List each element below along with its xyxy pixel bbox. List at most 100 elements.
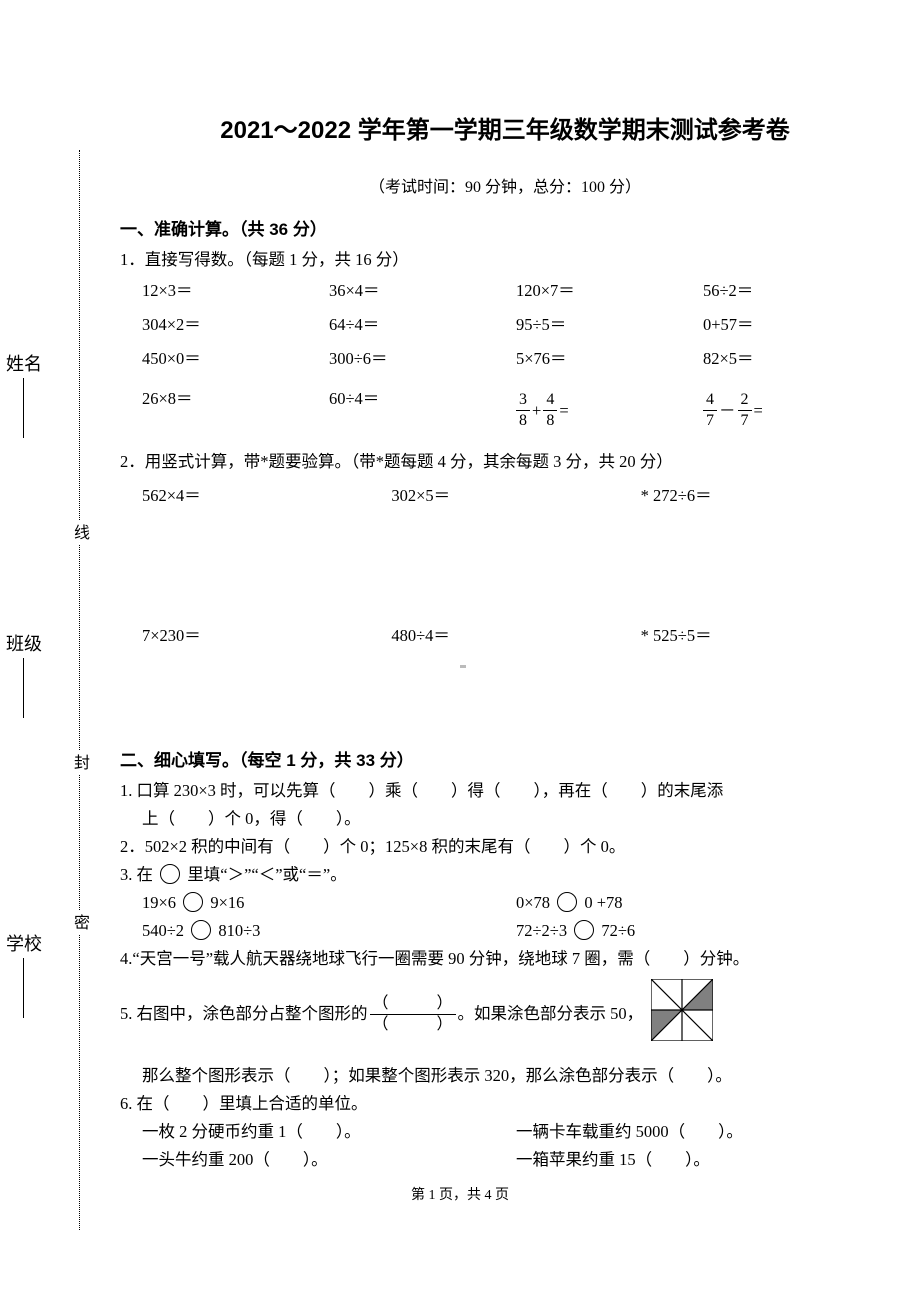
pair: 72÷2÷3 72÷6 [516,917,890,945]
q1-row3: 450×0＝ 300÷6＝ 5×76＝ 82×5＝ [120,342,890,376]
label-text: 姓名 [4,350,44,376]
cell-frac: 38 + 48 = [516,376,703,434]
side-label-class: 班级 [4,630,44,723]
text: 540÷2 [142,921,184,940]
cell: 一辆卡车载重约 5000（ ）。 [516,1118,890,1146]
square-diagonals-icon [651,979,713,1041]
text: 72÷2÷3 [516,921,567,940]
cell: 26×8＝ [142,376,329,434]
cell: * 525÷5＝ [641,622,890,646]
frac-num: （ ） [370,996,456,1015]
underline [23,378,25,438]
content-area: 2021～2022 学年第一学期三年级数学期末测试参考卷 （考试时间：90 分钟… [120,110,890,1174]
q1-row2: 304×2＝ 64÷4＝ 95÷5＝ 0+57＝ [120,308,890,342]
text: 。如果涂色部分表示 50， [458,1000,644,1028]
q1-row4: 26×8＝ 60÷4＝ 38 + 48 = 47 － 27 = [120,376,890,434]
cell: 95÷5＝ [516,308,703,342]
frac-den: 7 [703,411,717,429]
q1-stem: 1．直接写得数。（每题 1 分，共 16 分） [120,246,890,274]
circle-icon [160,864,180,884]
s2-q3-row2: 540÷2 810÷3 72÷2÷3 72÷6 [120,917,890,945]
cell: 7×230＝ [142,622,391,646]
frac-den: 8 [543,411,557,429]
cell: 450×0＝ [142,342,329,376]
cell: * 272÷6＝ [641,482,890,506]
s2-q4: 4.“天宫一号”载人航天器绕地球飞行一圈需要 90 分钟，绕地球 7 圈，需（ … [120,945,890,973]
cell: 一箱苹果约重 15（ ）。 [516,1146,890,1174]
pair: 540÷2 810÷3 [142,917,516,945]
text: 9×16 [210,893,244,912]
watermark-dot [460,665,466,668]
s2-q6: 6. 在（ ）里填上合适的单位。 [120,1090,890,1118]
circle-blank [557,892,577,912]
binding-label-secret: 密 [67,910,91,934]
section-2-head: 二、细心填写。（每空 1 分，共 33 分） [120,746,890,771]
circle-blank [191,920,211,940]
q1-row1: 12×3＝ 36×4＝ 120×7＝ 56÷2＝ [120,274,890,308]
eq: = [559,388,568,434]
s2-q6-row2: 一头牛约重 200（ ）。 一箱苹果约重 15（ ）。 [120,1146,890,1174]
text: 3. 在 [120,865,153,884]
op: － [719,388,736,434]
cell: 5×76＝ [516,342,703,376]
cell: 82×5＝ [703,342,890,376]
text: 0×78 [516,893,550,912]
frac-num: 4 [703,392,717,411]
cell: 0+57＝ [703,308,890,342]
frac-num: 3 [516,392,530,411]
s2-q5c: 那么整个图形表示（ ）；如果整个图形表示 320，那么涂色部分表示（ ）。 [120,1062,890,1090]
binding-strip: 线 封 密 [48,150,110,1230]
s2-q2: 2．502×2 积的中间有（ ）个 0；125×8 积的末尾有（ ）个 0。 [120,833,890,861]
text: 72÷6 [601,921,635,940]
s2-q6-row1: 一枚 2 分硬币约重 1（ ）。 一辆卡车载重约 5000（ ）。 [120,1118,890,1146]
eq: = [754,388,763,434]
binding-label-line: 线 [67,520,91,544]
text: 里填“＞”“＜”或“＝”。 [187,865,346,884]
binding-label-seal: 封 [67,750,91,774]
cell: 36×4＝ [329,274,516,308]
circle-blank [183,892,203,912]
q5-figure [651,979,713,1050]
s2-q3: 3. 在 里填“＞”“＜”或“＝”。 [120,861,890,889]
s2-q5-line1: 5. 右图中，涂色部分占整个图形的 （ ） （ ） 。如果涂色部分表示 50， [120,979,890,1050]
side-label-school: 学校 [4,930,44,1023]
cell: 一头牛约重 200（ ）。 [142,1146,516,1174]
cell: 56÷2＝ [703,274,890,308]
q2-stem: 2．用竖式计算，带*题要验算。（带*题每题 4 分，其余每题 3 分，共 20 … [120,448,890,476]
cell: 120×7＝ [516,274,703,308]
cell: 562×4＝ [142,482,391,506]
cell: 12×3＝ [142,274,329,308]
cell: 302×5＝ [391,482,640,506]
pair: 19×6 9×16 [142,889,516,917]
op: + [532,388,541,434]
frac-num: 2 [738,392,752,411]
frac-num: 4 [543,392,557,411]
page: 姓名 班级 学校 线 封 密 2021～2022 学年第一学期三年级数学期末测试… [0,0,920,1302]
cell-frac: 47 － 27 = [703,376,890,434]
frac-den: 7 [738,411,752,429]
frac-den: 8 [516,411,530,429]
underline [23,658,25,718]
text: 0 +78 [584,893,622,912]
page-footer: 第 1 页，共 4 页 [0,1184,920,1204]
underline [23,958,25,1018]
cell: 60÷4＝ [329,376,516,434]
label-text: 班级 [4,630,44,656]
side-labels: 姓名 班级 学校 [0,150,46,1230]
exam-title: 2021～2022 学年第一学期三年级数学期末测试参考卷 [120,110,890,145]
cell: 64÷4＝ [329,308,516,342]
cell: 480÷4＝ [391,622,640,646]
text: 810÷3 [218,921,260,940]
exam-subtitle: （考试时间：90 分钟，总分：100 分） [120,173,890,197]
cell: 300÷6＝ [329,342,516,376]
pair: 0×78 0 +78 [516,889,890,917]
text: 19×6 [142,893,176,912]
circle-blank [574,920,594,940]
dotted-line [79,150,80,1230]
q2-row2: 7×230＝ 480÷4＝ * 525÷5＝ [120,622,890,646]
cell: 304×2＝ [142,308,329,342]
section-1-head: 一、准确计算。（共 36 分） [120,215,890,240]
side-label-name: 姓名 [4,350,44,443]
s2-q1a: 1. 口算 230×3 时，可以先算（ ）乘（ ）得（ ），再在（ ）的末尾添 [120,777,890,805]
s2-q3-row1: 19×6 9×16 0×78 0 +78 [120,889,890,917]
